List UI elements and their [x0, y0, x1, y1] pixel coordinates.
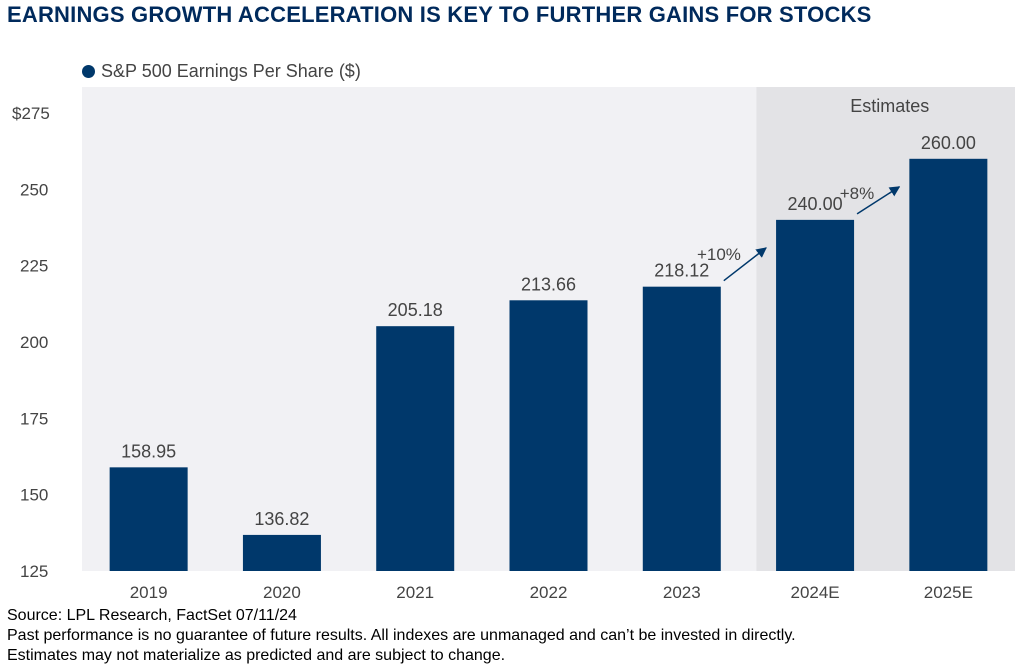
data-label: 213.66: [521, 274, 576, 294]
bar-2023: [642, 286, 721, 571]
bar-2024e: [776, 219, 855, 571]
growth-label: +8%: [840, 184, 875, 203]
growth-arrow: [856, 186, 901, 215]
x-tick-label: 2023: [663, 583, 701, 602]
x-tick-label: 2024E: [790, 583, 839, 602]
legend: S&P 500 Earnings Per Share ($): [82, 61, 361, 82]
estimates-label: Estimates: [850, 96, 929, 116]
x-tick-label: 2025E: [924, 583, 973, 602]
data-label: 205.18: [388, 300, 443, 320]
bar-2021: [376, 326, 455, 571]
disclaimer-line-1: Past performance is no guarantee of futu…: [7, 627, 796, 644]
x-tick-label: 2020: [263, 583, 301, 602]
growth-label: +10%: [697, 245, 741, 264]
bar-2019: [109, 467, 188, 571]
source-note: Source: LPL Research, FactSet 07/11/24: [7, 607, 297, 624]
chart-title: EARNINGS GROWTH ACCELERATION IS KEY TO F…: [7, 2, 872, 27]
bar-2020: [242, 534, 321, 571]
data-label: 260.00: [921, 133, 976, 153]
y-tick-label: 225: [20, 257, 48, 276]
data-label: 218.12: [654, 261, 709, 281]
y-tick-label: 150: [20, 486, 48, 505]
legend-marker: [82, 65, 95, 78]
footer: Source: LPL Research, FactSet 07/11/24 P…: [7, 606, 796, 666]
x-tick-label: 2022: [530, 583, 568, 602]
y-tick-label: $275: [12, 104, 50, 123]
disclaimer-line-2: Estimates may not materialize as predict…: [7, 647, 506, 664]
y-tick-label: 125: [20, 562, 48, 581]
x-tick-label: 2021: [396, 583, 434, 602]
data-label: 136.82: [254, 509, 309, 529]
bar-2025e: [909, 158, 988, 572]
bar-chart: Estimates 125 150 175 200 225 250 $275 158.95 201…: [12, 87, 1015, 602]
y-tick-label: 250: [20, 180, 48, 199]
y-tick-label: 200: [20, 333, 48, 352]
bar-2022: [509, 300, 588, 571]
y-tick-label: 175: [20, 409, 48, 428]
x-tick-label: 2019: [130, 583, 168, 602]
growth-arrow: [723, 247, 767, 282]
legend-label: S&P 500 Earnings Per Share ($): [101, 61, 361, 81]
data-label: 158.95: [121, 441, 176, 461]
data-label: 240.00: [788, 194, 843, 214]
